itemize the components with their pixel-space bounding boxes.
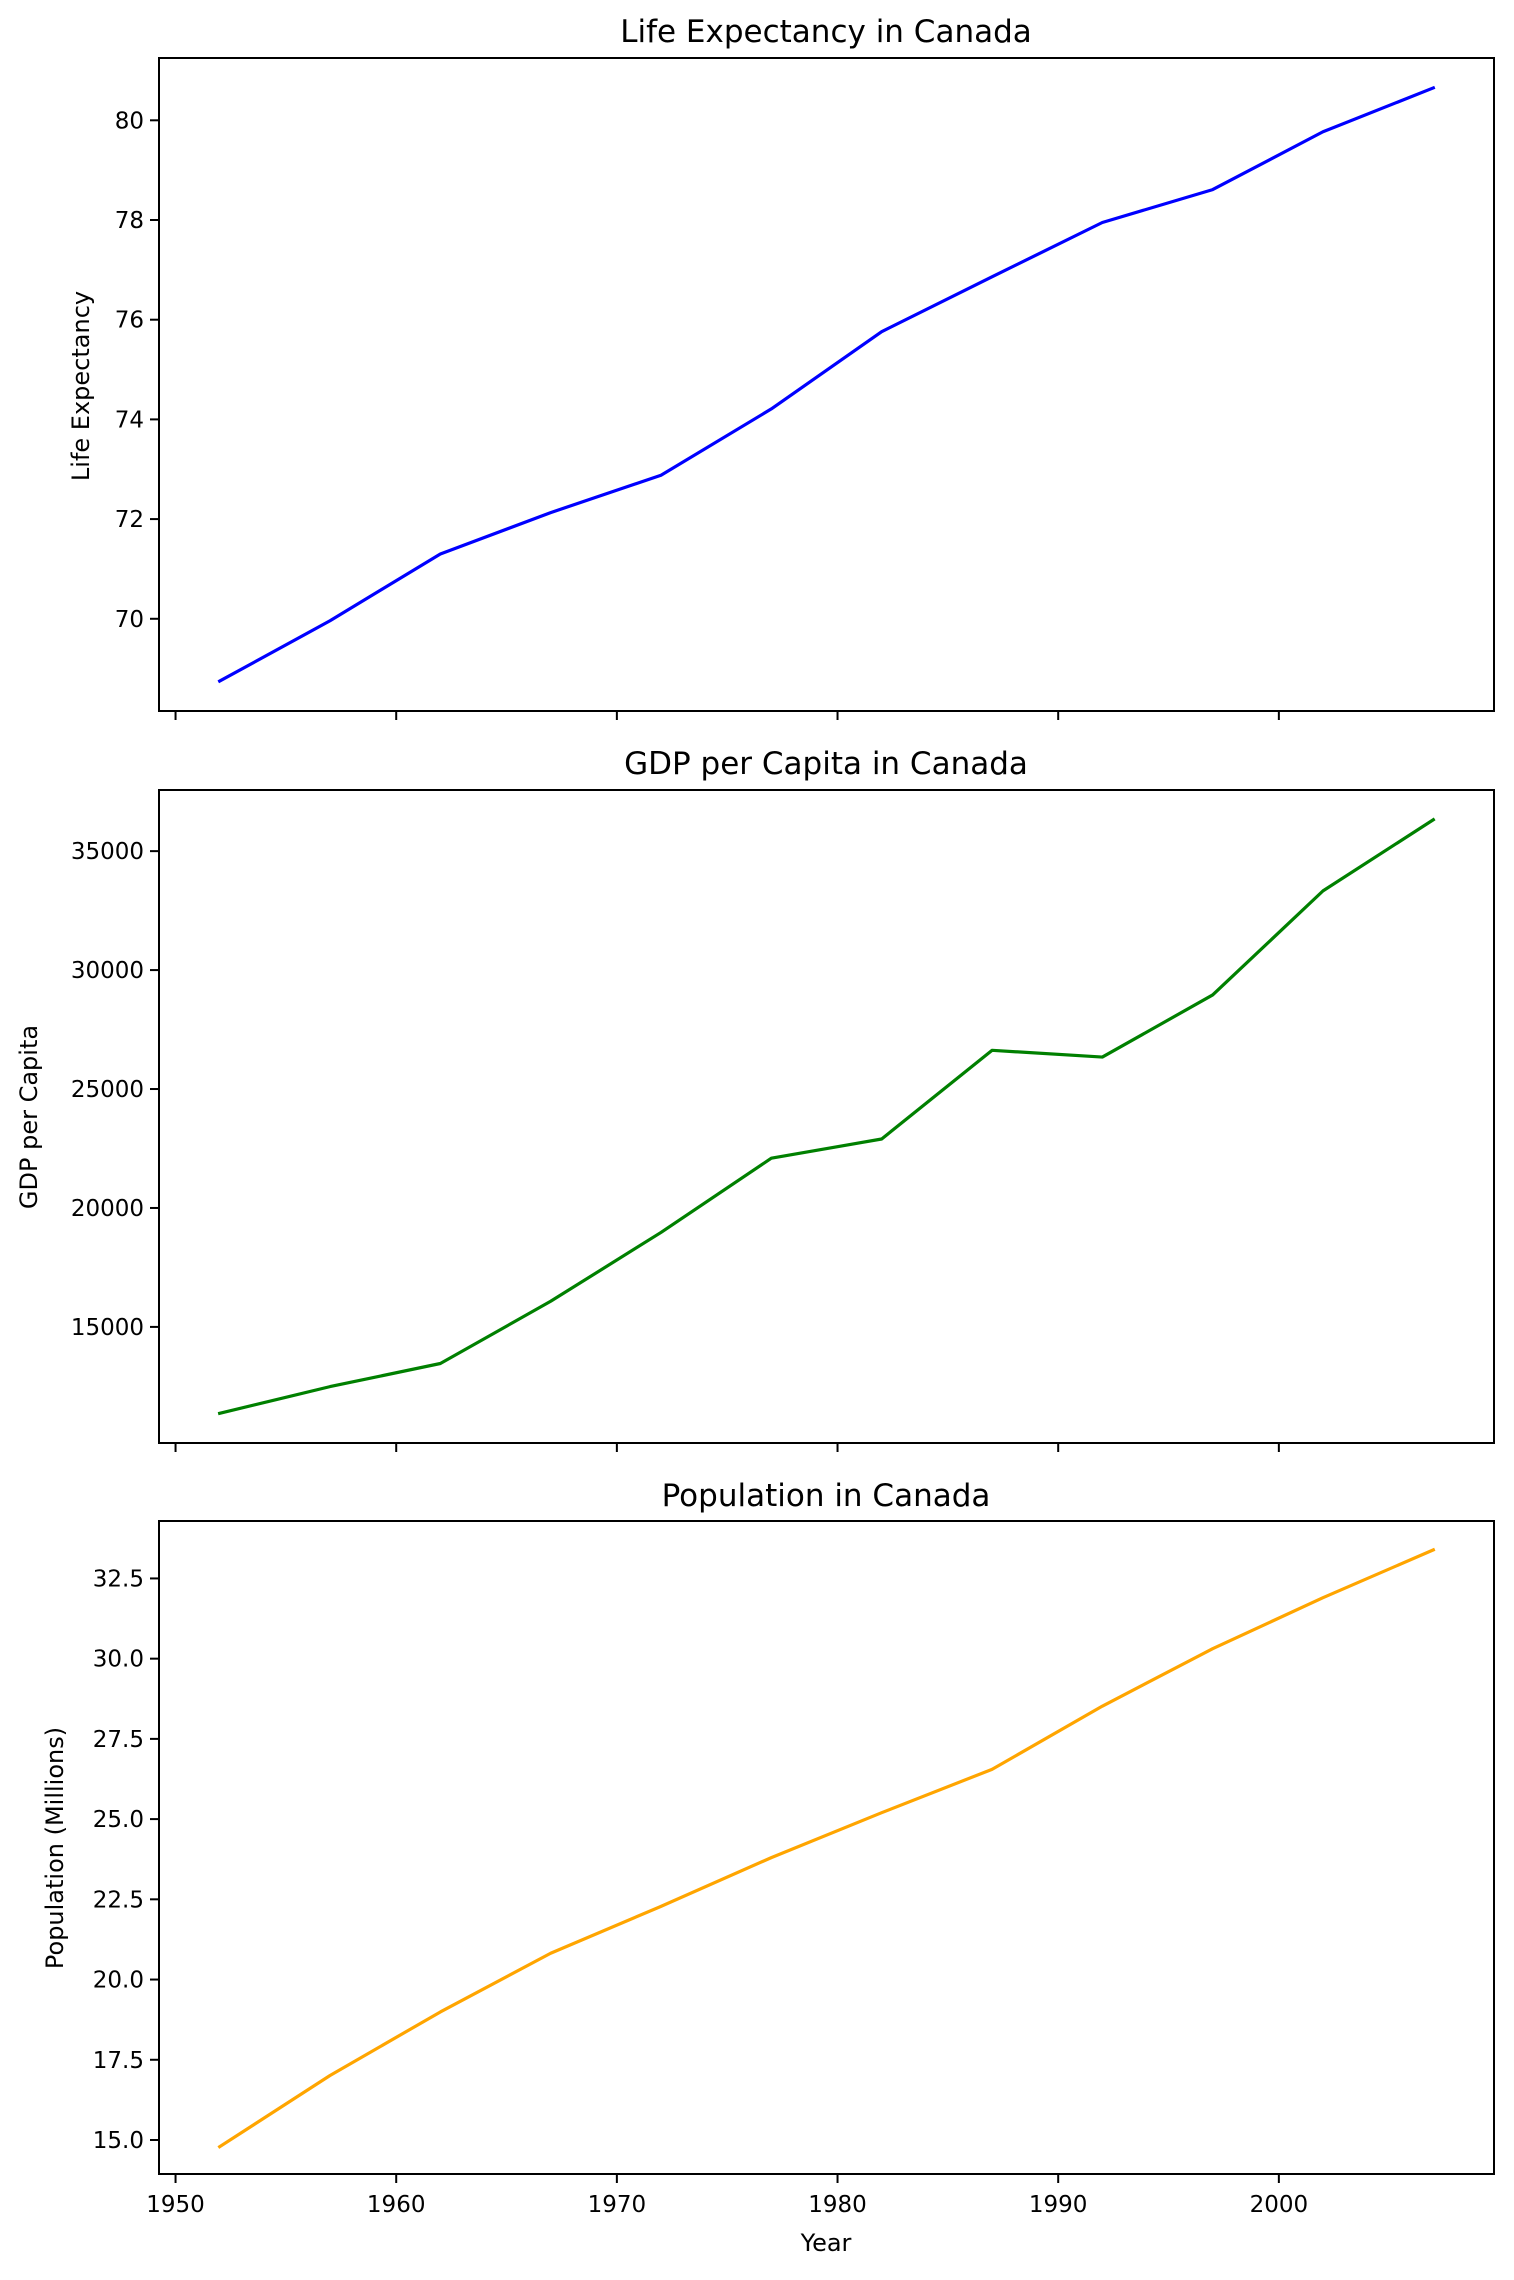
gdp-per-capita-title: GDP per Capita in Canada: [624, 746, 1028, 782]
population-ylabel: Population (Millions): [41, 1727, 69, 1969]
life-expectancy-x-ticks: [174, 711, 1280, 720]
population-axes-frame: [158, 1520, 1495, 2175]
gdp-per-capita-y-tick-label: 20000: [71, 1196, 144, 1222]
population-y-ticks: 15.0 17.5 20.0 22.5 25.0 27.5 30.0 32.5: [93, 1566, 159, 2154]
gdp-per-capita-y-tick-label: 35000: [71, 839, 144, 865]
life-expectancy-title: Life Expectancy in Canada: [620, 14, 1032, 50]
life-expectancy-y-tick-label: 80: [115, 108, 144, 134]
life-expectancy-line: [217, 85, 1436, 684]
population-x-tick-label: 1950: [146, 2192, 205, 2218]
population-y-tick-label: 27.5: [93, 1727, 144, 1753]
population-y-tick-label: 17.5: [93, 2048, 144, 2074]
gdp-per-capita-y-tick-label: 15000: [71, 1315, 144, 1341]
gdp-per-capita-x-ticks: [174, 1443, 1280, 1452]
gdp-per-capita-ylabel: GDP per Capita: [15, 1025, 43, 1209]
life-expectancy-y-tick-label: 78: [115, 208, 144, 234]
gdp-per-capita-y-ticks: 15000 20000 25000 30000 35000: [71, 839, 159, 1341]
gdp-per-capita-y-tick-label: 30000: [71, 958, 144, 984]
population-y-tick-label: 25.0: [93, 1807, 144, 1833]
population-x-tick-label: 1970: [588, 2192, 647, 2218]
population-x-tick-label: 2000: [1250, 2192, 1309, 2218]
life-expectancy-y-tick-label: 72: [115, 507, 144, 533]
life-expectancy-y-tick-label: 76: [115, 308, 144, 334]
gdp-per-capita-line: [217, 817, 1436, 1416]
population-x-ticks: 1950 1960 1970 1980 1990 2000: [146, 2174, 1308, 2218]
population-y-tick-label: 20.0: [93, 1968, 144, 1994]
life-expectancy-y-tick-label: 74: [115, 407, 144, 433]
gdp-per-capita-axes-frame: [158, 789, 1495, 1444]
population-line: [217, 1547, 1436, 2149]
life-expectancy-axes-frame: [158, 57, 1495, 712]
population-x-tick-label: 1960: [367, 2192, 426, 2218]
population-xlabel: Year: [800, 2229, 852, 2257]
life-expectancy-y-ticks: 70 72 74 76 78 80: [115, 108, 159, 633]
subplot-population: Population in Canada Population (Million…: [41, 1478, 1495, 2257]
population-x-tick-label: 1990: [1029, 2192, 1088, 2218]
population-y-tick-label: 15.0: [93, 2128, 144, 2154]
subplot-gdp-per-capita: GDP per Capita in Canada GDP per Capita …: [15, 746, 1495, 1452]
population-y-tick-label: 22.5: [93, 1887, 144, 1913]
life-expectancy-ylabel: Life Expectancy: [67, 291, 95, 481]
gdp-per-capita-y-tick-label: 25000: [71, 1077, 144, 1103]
life-expectancy-y-tick-label: 70: [115, 607, 144, 633]
population-y-tick-label: 30.0: [93, 1647, 144, 1673]
subplot-life-expectancy: Life Expectancy in Canada Life Expectanc…: [67, 14, 1495, 720]
population-title: Population in Canada: [662, 1478, 991, 1514]
population-x-tick-label: 1980: [808, 2192, 867, 2218]
population-y-tick-label: 32.5: [93, 1566, 144, 1592]
